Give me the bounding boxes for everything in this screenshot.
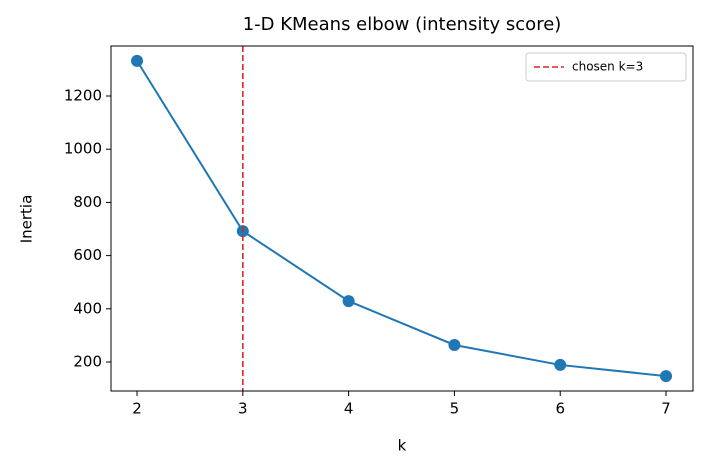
y-tick-label: 1200 bbox=[64, 87, 102, 105]
y-tick-label: 400 bbox=[73, 299, 102, 317]
x-tick-label: 7 bbox=[661, 400, 671, 418]
x-tick-label: 3 bbox=[238, 400, 248, 418]
legend-label: chosen k=3 bbox=[572, 60, 643, 74]
point bbox=[448, 338, 461, 351]
point bbox=[342, 295, 355, 308]
y-tick-label: 800 bbox=[73, 193, 102, 211]
x-tick-label: 2 bbox=[132, 400, 142, 418]
x-tick-label: 5 bbox=[450, 400, 460, 418]
chart-title: 1-D KMeans elbow (intensity score) bbox=[243, 14, 562, 35]
x-tick-label: 6 bbox=[555, 400, 565, 418]
point bbox=[131, 54, 144, 67]
point bbox=[554, 358, 567, 371]
y-axis-label: Inertia bbox=[18, 195, 36, 244]
plot-frame bbox=[110, 45, 694, 392]
point bbox=[660, 370, 673, 383]
line bbox=[136, 60, 667, 378]
y-tick-label: 200 bbox=[73, 353, 102, 371]
y-tick-label: 1000 bbox=[64, 140, 102, 158]
x-axis-label: k bbox=[398, 437, 407, 455]
x-tick-label: 4 bbox=[344, 400, 354, 418]
y-tick-label: 600 bbox=[73, 246, 102, 264]
legend-box bbox=[525, 52, 687, 82]
